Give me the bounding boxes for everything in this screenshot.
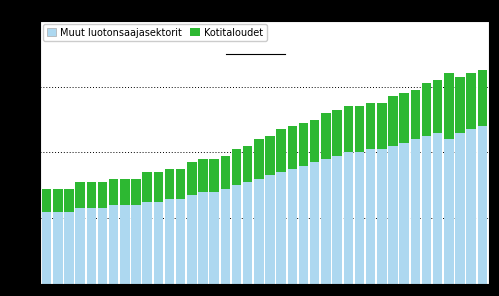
Bar: [187, 162, 197, 195]
Bar: [366, 149, 375, 284]
Legend: Muut luotonsaajasektorit, Kotitaloudet: Muut luotonsaajasektorit, Kotitaloudet: [43, 24, 266, 41]
Bar: [86, 182, 96, 208]
Bar: [165, 199, 174, 284]
Bar: [455, 133, 465, 284]
Bar: [399, 93, 409, 143]
Bar: [411, 90, 420, 139]
Bar: [287, 126, 297, 169]
Bar: [120, 205, 130, 284]
Bar: [109, 205, 118, 284]
Bar: [64, 189, 74, 212]
Bar: [321, 113, 331, 159]
Bar: [42, 212, 51, 284]
Bar: [433, 80, 443, 133]
Bar: [321, 159, 331, 284]
Bar: [75, 182, 85, 208]
Bar: [210, 159, 219, 192]
Bar: [422, 83, 431, 136]
Bar: [198, 192, 208, 284]
Bar: [332, 110, 342, 156]
Bar: [467, 73, 476, 129]
Bar: [53, 212, 62, 284]
Bar: [299, 123, 308, 165]
Bar: [232, 185, 242, 284]
Bar: [221, 189, 230, 284]
Bar: [42, 189, 51, 212]
Bar: [154, 202, 163, 284]
Bar: [332, 156, 342, 284]
Bar: [221, 156, 230, 189]
Bar: [254, 179, 263, 284]
Bar: [265, 136, 275, 176]
Bar: [388, 146, 398, 284]
Bar: [53, 189, 62, 212]
Bar: [310, 120, 319, 162]
Bar: [142, 202, 152, 284]
Bar: [343, 106, 353, 152]
Bar: [478, 70, 487, 126]
Bar: [98, 182, 107, 208]
Bar: [165, 169, 174, 199]
Bar: [355, 106, 364, 152]
Bar: [198, 159, 208, 192]
Bar: [377, 149, 387, 284]
Bar: [210, 192, 219, 284]
Bar: [131, 179, 141, 205]
Bar: [433, 133, 443, 284]
Bar: [366, 103, 375, 149]
Bar: [287, 169, 297, 284]
Bar: [355, 152, 364, 284]
Bar: [411, 139, 420, 284]
Bar: [455, 77, 465, 133]
Bar: [142, 172, 152, 202]
Bar: [131, 205, 141, 284]
Bar: [377, 103, 387, 149]
Bar: [343, 152, 353, 284]
Bar: [444, 139, 454, 284]
Bar: [98, 208, 107, 284]
Bar: [276, 129, 286, 172]
Bar: [120, 179, 130, 205]
Bar: [187, 195, 197, 284]
Bar: [243, 146, 252, 182]
Bar: [399, 143, 409, 284]
Bar: [243, 182, 252, 284]
Bar: [467, 129, 476, 284]
Bar: [265, 176, 275, 284]
Bar: [254, 139, 263, 179]
Bar: [388, 96, 398, 146]
Bar: [310, 162, 319, 284]
Bar: [64, 212, 74, 284]
Bar: [299, 165, 308, 284]
Bar: [276, 172, 286, 284]
Bar: [232, 149, 242, 185]
Bar: [422, 136, 431, 284]
Bar: [478, 126, 487, 284]
Bar: [176, 199, 186, 284]
Bar: [444, 73, 454, 139]
Bar: [176, 169, 186, 199]
Bar: [86, 208, 96, 284]
Bar: [75, 208, 85, 284]
Bar: [109, 179, 118, 205]
Bar: [154, 172, 163, 202]
